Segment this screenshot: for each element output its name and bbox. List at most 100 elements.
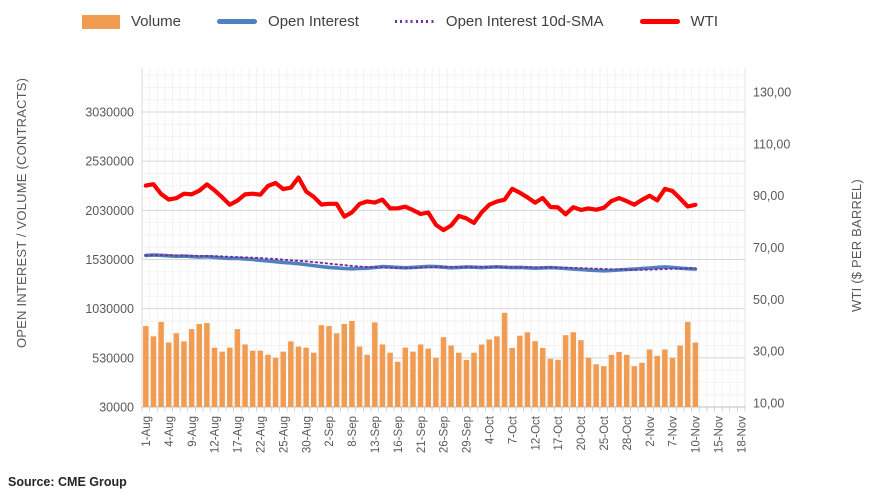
svg-text:21-Sep: 21-Sep [416, 416, 428, 453]
svg-text:15-Nov: 15-Nov [714, 416, 726, 453]
volume-bar [662, 349, 668, 407]
volume-bar [417, 344, 424, 407]
volume-bar [501, 312, 508, 407]
volume-bar [204, 323, 210, 407]
x-axis-labels: 1-Aug 4-Aug 9-Aug 12-Aug 17-Aug 22-Aug 25-Aug 3… [141, 415, 748, 453]
volume-bar [685, 321, 691, 407]
volume-bar [463, 359, 470, 407]
volume-bar [616, 351, 622, 407]
volume-bar [677, 345, 683, 407]
chart-plot-area: 3030000 2530000 2030000 1530000 1030000 53000… [85, 68, 791, 453]
svg-text:2530000: 2530000 [85, 155, 134, 169]
svg-text:20-Oct: 20-Oct [576, 415, 588, 450]
volume-bar [494, 336, 500, 407]
volume-bar [517, 335, 523, 407]
svg-text:12-Oct: 12-Oct [530, 415, 542, 450]
volume-bar [532, 341, 538, 407]
svg-text:13-Sep: 13-Sep [370, 416, 382, 453]
volume-bars [143, 312, 699, 407]
svg-text:10-Nov: 10-Nov [691, 416, 703, 453]
volume-bar [234, 329, 241, 407]
legend-label: Open Interest 10d-SMA [445, 13, 604, 30]
volume-bar [341, 324, 348, 407]
volume-bar [433, 357, 439, 407]
volume-bar [295, 346, 302, 407]
volume-bar [539, 348, 546, 407]
volume-bar [639, 362, 645, 407]
chart-legend: Volume Open Interest Open Interest 10d-S… [0, 13, 800, 30]
volume-bar [257, 350, 264, 407]
svg-text:22-Aug: 22-Aug [256, 416, 268, 453]
svg-text:25-Aug: 25-Aug [278, 416, 290, 453]
legend-item-wti: WTI [639, 13, 719, 30]
legend-label: WTI [690, 13, 719, 30]
svg-text:8-Sep: 8-Sep [347, 416, 359, 447]
volume-bar [402, 347, 409, 407]
svg-text:2030000: 2030000 [85, 204, 134, 218]
svg-text:16-Sep: 16-Sep [393, 416, 405, 453]
volume-bar [288, 341, 294, 407]
svg-text:4-Oct: 4-Oct [485, 415, 497, 444]
source-note: Source: CME Group [8, 475, 127, 489]
volume-bar [478, 344, 485, 407]
volume-bar [486, 339, 493, 407]
svg-text:30000: 30000 [99, 401, 134, 415]
legend-label: Open Interest [268, 13, 359, 30]
volume-bar [578, 340, 584, 407]
right-axis-tick-labels: 130,00 110,00 90,00 70,00 50,00 30,00 10,00 [753, 86, 791, 411]
volume-bar [456, 352, 462, 407]
volume-bar [242, 344, 248, 407]
x-axis-tick-marks [141, 407, 746, 412]
volume-bar [547, 358, 554, 407]
volume-bar [272, 357, 279, 407]
volume-bar [196, 324, 202, 407]
volume-bar [227, 347, 233, 407]
svg-text:4-Aug: 4-Aug [164, 416, 176, 447]
volume-bar [471, 352, 477, 407]
volume-bar [379, 344, 386, 407]
volume-bar [356, 346, 363, 407]
volume-bar [349, 320, 355, 407]
volume-bar [631, 366, 638, 407]
volume-bar [394, 361, 401, 407]
legend-item-open-interest: Open Interest [217, 13, 359, 30]
wti-swatch-icon [639, 19, 680, 24]
volume-bar [181, 341, 187, 407]
volume-bar [646, 349, 653, 407]
oi-sma-swatch-icon [394, 20, 435, 23]
volume-bar [562, 335, 569, 407]
volume-bar [265, 354, 271, 407]
volume-bar [654, 355, 660, 407]
left-axis-tick-labels: 3030000 2530000 2030000 1530000 1030000 53000… [85, 106, 134, 415]
legend-item-volume: Volume [81, 13, 181, 30]
volume-bar [410, 351, 416, 407]
volume-bar [249, 350, 256, 407]
volume-bar [669, 357, 676, 407]
volume-bar [158, 321, 164, 407]
volume-bar [601, 366, 607, 407]
volume-bar [585, 357, 592, 407]
open-interest-swatch-icon [217, 19, 258, 24]
left-axis-title: OPEN INTEREST / VOLUME (CONTRACTS) [14, 77, 29, 348]
svg-text:29-Sep: 29-Sep [462, 416, 474, 453]
volume-bar [425, 348, 431, 407]
svg-text:28-Oct: 28-Oct [622, 415, 634, 450]
volume-bar [188, 329, 195, 407]
volume-bar [303, 347, 309, 407]
svg-text:110,00: 110,00 [753, 137, 790, 151]
legend-item-oi-sma: Open Interest 10d-SMA [394, 13, 604, 30]
volume-bar [165, 342, 172, 407]
svg-text:3030000: 3030000 [85, 106, 134, 120]
svg-text:26-Sep: 26-Sep [439, 416, 451, 453]
svg-text:25-Oct: 25-Oct [599, 415, 611, 450]
volume-bar [219, 351, 225, 407]
svg-text:530000: 530000 [92, 351, 134, 365]
svg-text:9-Aug: 9-Aug [187, 416, 199, 447]
svg-text:90,00: 90,00 [753, 189, 784, 203]
volume-bar [143, 326, 149, 407]
volume-bar [448, 345, 454, 407]
volume-bar [509, 348, 515, 407]
volume-bar [280, 351, 286, 407]
volume-bar [440, 337, 447, 407]
